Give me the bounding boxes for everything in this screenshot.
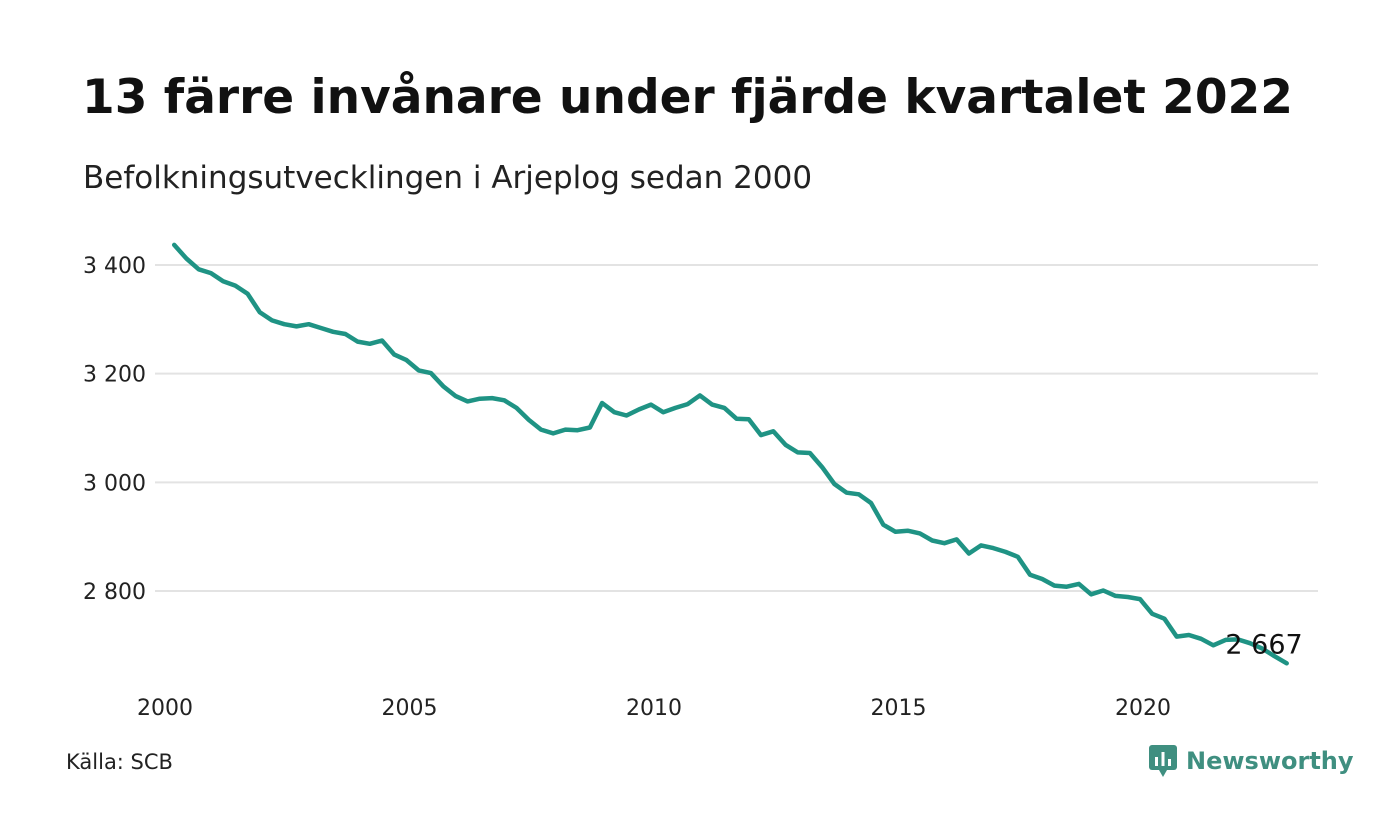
x-tick-label: 2020 <box>1115 696 1171 721</box>
population-line <box>171 242 1289 666</box>
y-axis-ticks: 2 800 3 000 3 200 3 400 <box>83 254 146 605</box>
chart-subtitle: Befolkningsutvecklingen i Arjeplog sedan… <box>83 160 813 196</box>
source-note: Källa: SCB <box>66 750 173 774</box>
x-tick-label: 2010 <box>626 696 682 721</box>
end-value-label: 2 667 <box>1225 629 1302 660</box>
chart-title: 13 färre invånare under fjärde kvartalet… <box>82 70 1293 125</box>
y-tick-label: 3 200 <box>83 363 146 388</box>
y-tick-label: 2 800 <box>83 580 146 605</box>
brand-logo: Newsworthy <box>1148 744 1354 778</box>
y-tick-label: 3 400 <box>83 254 146 279</box>
x-tick-label: 2000 <box>137 696 193 721</box>
x-tick-label: 2015 <box>871 696 927 721</box>
newsworthy-logo-icon <box>1149 745 1177 777</box>
brand-name: Newsworthy <box>1186 747 1354 775</box>
x-tick-label: 2005 <box>382 696 438 721</box>
gridlines <box>155 264 1318 592</box>
x-axis-ticks: 2000 2005 2010 2015 2020 <box>137 696 1171 721</box>
y-tick-label: 3 000 <box>83 471 146 496</box>
